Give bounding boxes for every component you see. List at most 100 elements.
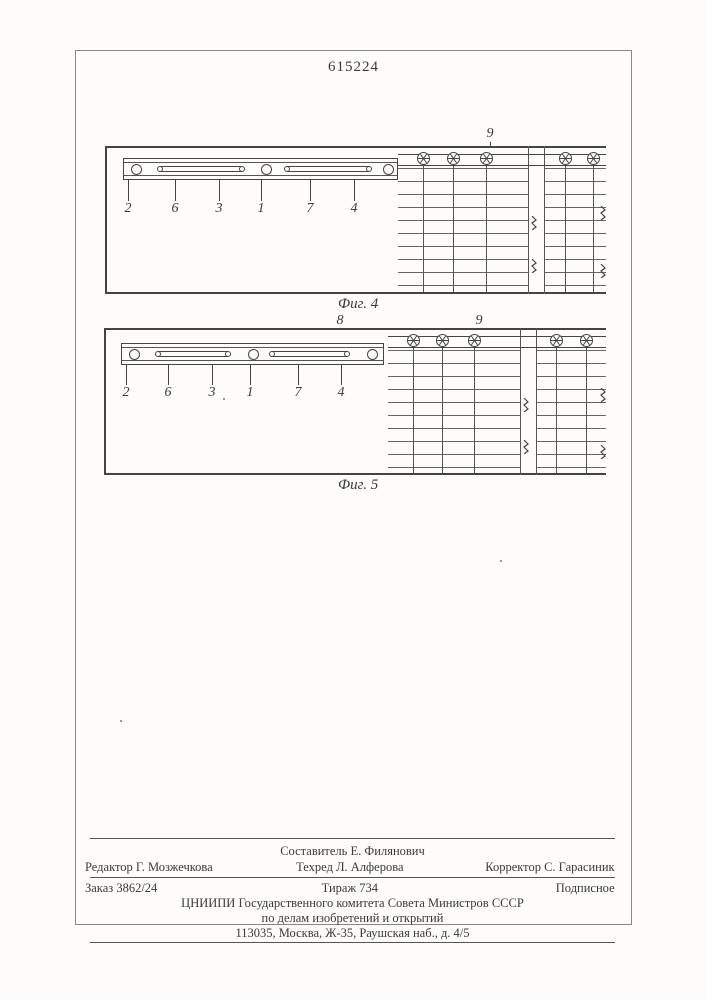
noise-dot [120, 720, 122, 722]
vertical-divider [474, 346, 475, 473]
hatch-line [388, 415, 520, 416]
hatch-line [536, 402, 606, 403]
slot [158, 351, 228, 357]
hatch-line [398, 181, 528, 182]
pulley [580, 334, 593, 347]
hatch-line [388, 350, 520, 351]
gap-edge [520, 328, 521, 475]
leader-line [341, 365, 342, 385]
callout-label: 1 [243, 385, 257, 401]
staff-line: Редактор Г. Мозжечкова Техред Л. Алферов… [85, 859, 620, 876]
break-mark [531, 259, 539, 271]
hatch-line [544, 194, 606, 195]
tiraz-label: Тираж [322, 881, 356, 895]
roller [261, 164, 272, 175]
figure-4-caption: Фиг. 4 [338, 296, 378, 313]
hatch-line [398, 285, 528, 286]
callout-label: 3 [212, 201, 226, 217]
break-mark [600, 264, 608, 276]
hatch-line [388, 376, 520, 377]
address-line: 113035, Москва, Ж-35, Раушская наб., д. … [85, 925, 620, 942]
leader-line [298, 365, 299, 385]
vertical-divider [423, 164, 424, 292]
vertical-divider [586, 346, 587, 473]
callout-label: 2 [121, 201, 135, 217]
hatch-line [544, 207, 606, 208]
hatch-line [398, 272, 528, 273]
pulley [587, 152, 600, 165]
leader-line [126, 365, 127, 385]
vertical-divider [413, 346, 414, 473]
hatch-line [388, 467, 520, 468]
callout-label: 2 [119, 385, 133, 401]
hatch-line [388, 454, 520, 455]
roller [129, 349, 140, 360]
leader-line [250, 365, 251, 385]
hatch-line [398, 259, 528, 260]
hatch-line [544, 233, 606, 234]
leader-line [168, 365, 169, 385]
callout-label: 7 [303, 201, 317, 217]
leader-line [219, 180, 220, 201]
imprint-rule-2 [90, 877, 615, 878]
gap-edge [544, 146, 545, 294]
hatch-line [536, 415, 606, 416]
pulley [447, 152, 460, 165]
callout-label: 8 [333, 313, 347, 329]
composer-name: Е. Филянович [351, 844, 425, 858]
vertical-divider [593, 164, 594, 292]
leader-line [128, 180, 129, 201]
hatch-line [388, 402, 520, 403]
roller [248, 349, 259, 360]
leader-line [175, 180, 176, 201]
slot [160, 166, 242, 172]
callout-label: 9 [483, 126, 497, 142]
noise-dot [500, 560, 502, 562]
hatch-line [388, 389, 520, 390]
order-label: Заказ [85, 881, 113, 895]
gap-edge [528, 146, 529, 294]
hatch-line [536, 428, 606, 429]
pulley [407, 334, 420, 347]
callout-label: 6 [168, 201, 182, 217]
callout-label: 3 [205, 385, 219, 401]
leader-line [310, 180, 311, 201]
hatch-line [388, 441, 520, 442]
leader-line [261, 180, 262, 201]
hatch-line [544, 285, 606, 286]
hatch-line [536, 363, 606, 364]
break-mark [531, 216, 539, 228]
pulley [468, 334, 481, 347]
techred-label: Техред [296, 860, 333, 874]
imprint-rule-3 [90, 942, 615, 943]
leader-line [354, 180, 355, 201]
vertical-divider [486, 164, 487, 292]
page-number: 615224 [0, 59, 707, 76]
roller [383, 164, 394, 175]
slot [287, 166, 369, 172]
break-mark [523, 398, 531, 410]
hatch-line [536, 389, 606, 390]
vertical-divider [565, 164, 566, 292]
hatch-line [536, 441, 606, 442]
break-mark [523, 440, 531, 452]
hatch-line [536, 350, 606, 351]
break-mark [600, 445, 608, 457]
hatch-line [398, 168, 528, 169]
composer-line: Составитель Е. Филянович [85, 843, 620, 860]
break-mark [600, 206, 608, 218]
hatch-line [388, 363, 520, 364]
composer-label: Составитель [280, 844, 347, 858]
slot [272, 351, 347, 357]
leader-line [490, 142, 491, 146]
hatch-line [544, 168, 606, 169]
hatch-line [544, 220, 606, 221]
pulley [550, 334, 563, 347]
figure-5-caption: Фиг. 5 [338, 477, 378, 494]
callout-label: 9 [472, 313, 486, 329]
hatch-line [536, 467, 606, 468]
order-value: 3862/24 [116, 881, 157, 895]
roller [367, 349, 378, 360]
hatch-line [536, 454, 606, 455]
hatch-line [398, 220, 528, 221]
